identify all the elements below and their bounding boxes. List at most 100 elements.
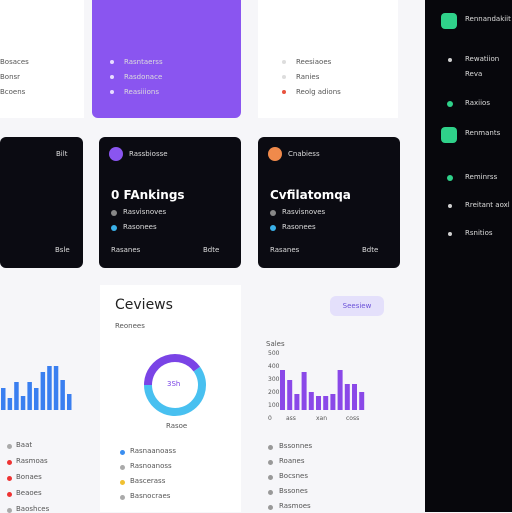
bar	[344, 384, 350, 410]
card-row: Reolg adions	[296, 88, 341, 96]
icon	[270, 225, 276, 231]
bar	[60, 380, 65, 410]
bar	[27, 382, 32, 410]
bar	[301, 372, 307, 410]
button[interactable]: Seesiew	[330, 296, 384, 316]
icon	[120, 465, 125, 470]
icon	[268, 147, 282, 161]
donut-segment	[144, 366, 206, 416]
icon	[7, 492, 12, 497]
list-item: Baat	[16, 441, 33, 449]
card	[99, 137, 241, 268]
bar	[337, 370, 343, 410]
list-item: Beaoes	[16, 489, 42, 497]
icon	[282, 60, 286, 64]
icon	[111, 225, 117, 231]
sidebar-item: Rsnitios	[465, 229, 493, 237]
icon	[120, 495, 125, 500]
bar	[316, 396, 321, 410]
bar	[323, 396, 329, 410]
icon	[441, 127, 457, 143]
card-row: Rasonees	[123, 223, 157, 231]
icon	[268, 445, 273, 450]
sidebar-item: Reva	[465, 70, 483, 78]
footer: Bdte	[203, 246, 220, 254]
card-row: Bonsr	[0, 73, 21, 81]
y-tick-label: 300	[268, 376, 280, 383]
y-tick-label: 400	[268, 363, 280, 370]
card-heading: Cvfilatomqa	[270, 188, 351, 202]
list-item: Rasmoas	[16, 457, 48, 465]
icon	[447, 101, 453, 107]
bar	[20, 396, 26, 410]
bar	[47, 366, 52, 410]
card	[0, 137, 83, 268]
card-row: Rasntaerss	[124, 58, 163, 66]
y-tick-label: 100	[268, 402, 280, 409]
chart-title: Sales	[266, 340, 285, 348]
overview-title: Ceviews	[115, 297, 173, 313]
card	[258, 0, 398, 118]
card-row: Rasvisnoves	[123, 208, 167, 216]
list-item: Rasnaanoass	[130, 447, 176, 455]
card-row: Reasiiions	[124, 88, 159, 96]
icon	[7, 476, 12, 481]
sidebar-item: Rreitant aoxl	[465, 201, 510, 209]
icon	[448, 232, 452, 236]
donut-text: 3Sh	[167, 380, 181, 388]
card-row: Bcoens	[0, 88, 26, 96]
footer: Bdte	[362, 246, 379, 254]
bar	[352, 384, 357, 410]
icon	[110, 90, 114, 94]
list-item: Basnocraes	[130, 492, 171, 500]
card	[92, 0, 241, 118]
list-item: Rasnoanoss	[130, 462, 172, 470]
icon	[120, 450, 125, 455]
icon	[120, 480, 125, 485]
sidebar-item: Renmants	[465, 129, 501, 137]
bar	[308, 392, 314, 410]
donut-caption: Rasoe	[166, 422, 188, 430]
sidebar-item: Raxiios	[465, 99, 490, 107]
badge: Bilt	[56, 150, 68, 158]
icon	[7, 460, 12, 465]
list-item: Bssones	[279, 487, 308, 495]
icon	[109, 147, 123, 161]
list-item: Baoshces	[16, 505, 50, 513]
card-title: Cnabiess	[288, 150, 320, 158]
icon	[268, 490, 273, 495]
y-tick-label: 200	[268, 389, 280, 396]
icon	[270, 210, 276, 216]
icon	[110, 60, 114, 64]
bar	[53, 366, 59, 410]
card-row: Reesiaoes	[296, 58, 332, 66]
footer: Rasanes	[111, 246, 141, 254]
bar	[34, 388, 39, 410]
card-row: Ranies	[296, 73, 320, 81]
sidebar-item: Rewatiion	[465, 55, 500, 63]
sidebar	[425, 0, 512, 512]
card	[0, 0, 84, 118]
donut-segment	[144, 354, 201, 386]
list-item: Bssonnes	[279, 442, 313, 450]
list-item: Rasmoes	[279, 502, 311, 510]
bar	[330, 394, 336, 410]
x-tick-label: coss	[346, 415, 360, 422]
icon	[111, 210, 117, 216]
icon	[447, 175, 453, 181]
icon	[268, 475, 273, 480]
bar	[40, 372, 46, 410]
card-row: Rasdonace	[124, 73, 163, 81]
list-item: Bonaes	[16, 473, 42, 481]
sidebar-item: Reminrss	[465, 173, 498, 181]
bar	[7, 398, 13, 410]
icon	[448, 204, 452, 208]
list-item: Bocsnes	[279, 472, 308, 480]
bar	[287, 380, 293, 410]
y-tick-label: 500	[268, 350, 280, 357]
icon	[448, 58, 452, 62]
icon	[110, 75, 114, 79]
card-row: Bosaces	[0, 58, 29, 66]
